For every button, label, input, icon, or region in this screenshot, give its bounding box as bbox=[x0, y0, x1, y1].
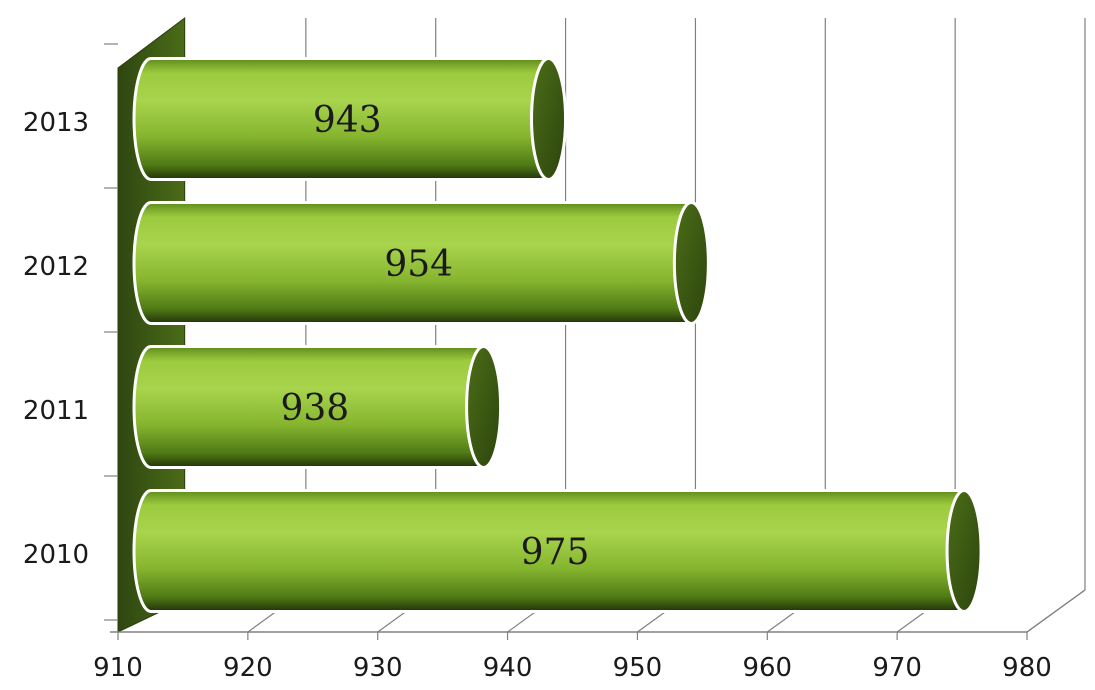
x-tick-label-980: 980 bbox=[1002, 653, 1052, 683]
data-label-2013: 943 bbox=[313, 100, 382, 141]
bar-cap-2011 bbox=[465, 345, 503, 469]
bar-body-2010 bbox=[132, 489, 966, 613]
bar-2012 bbox=[132, 201, 710, 325]
data-label-2010: 975 bbox=[521, 532, 590, 573]
x-tick-label-910: 910 bbox=[93, 653, 143, 683]
x-tick-label-930: 930 bbox=[353, 653, 403, 683]
bar-2010 bbox=[132, 489, 983, 613]
y-tick-label-2012: 2012 bbox=[23, 252, 89, 282]
y-tick-label-2011: 2011 bbox=[23, 396, 89, 426]
bar-body-2013 bbox=[132, 57, 551, 181]
bars bbox=[132, 57, 983, 613]
bar-cap-2013 bbox=[530, 57, 568, 181]
bar-body-2012 bbox=[132, 201, 693, 325]
bar-cap-2010 bbox=[945, 489, 983, 613]
labels: 910 920 930 940 950 960 970 980 2010 975 2011 938 20… bbox=[23, 100, 1052, 683]
y-tick-label-2010: 2010 bbox=[23, 540, 89, 570]
data-label-2011: 938 bbox=[280, 388, 349, 429]
bar-cap-2012 bbox=[672, 201, 710, 325]
bar-body-2011 bbox=[132, 345, 486, 469]
bar-2011 bbox=[132, 345, 503, 469]
x-tick-label-940: 940 bbox=[483, 653, 533, 683]
x-tick-label-970: 970 bbox=[872, 653, 922, 683]
bar-2013 bbox=[132, 57, 568, 181]
x-tick-label-960: 960 bbox=[742, 653, 792, 683]
x-tick-label-950: 950 bbox=[613, 653, 663, 683]
x-tick-label-920: 920 bbox=[223, 653, 273, 683]
floor-right-edge bbox=[1026, 589, 1086, 633]
y-tick-label-2013: 2013 bbox=[23, 108, 89, 138]
axes bbox=[104, 43, 1086, 640]
data-label-2012: 954 bbox=[384, 244, 453, 285]
